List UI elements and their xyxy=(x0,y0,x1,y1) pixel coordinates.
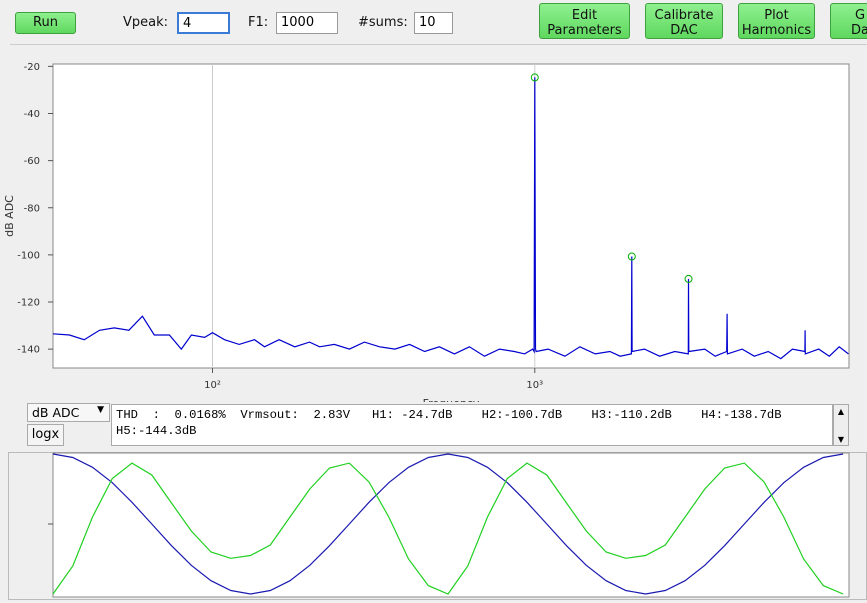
vpeak-label: Vpeak: xyxy=(123,15,169,30)
y-tick-label: -40 xyxy=(24,109,40,120)
plot-area xyxy=(52,63,850,369)
scrollbar[interactable]: ▲ ▼ xyxy=(833,404,849,446)
status-text: THD : 0.0168% Vrmsout: 2.83V H1: -24.7dB… xyxy=(111,404,833,446)
data-line xyxy=(52,77,849,360)
button-text: Parameters xyxy=(547,23,622,38)
y-tick-label: -80 xyxy=(24,203,40,214)
f1-label: F1: xyxy=(248,15,269,30)
harmonic-marker xyxy=(684,274,693,283)
button-text: Plot xyxy=(764,8,789,23)
harmonic-marker xyxy=(627,252,636,261)
unit-select[interactable]: dB ADC ▼ xyxy=(27,403,110,422)
y-tick-label: -20 xyxy=(24,62,40,73)
x-tick-label: 10² xyxy=(204,380,221,391)
spectrum-panel xyxy=(10,44,867,401)
data-line xyxy=(52,462,844,595)
harmonic-marker xyxy=(530,73,539,82)
f1-input[interactable]: 1000 xyxy=(276,12,338,34)
sums-label: #sums: xyxy=(358,15,408,30)
toolbar-button[interactable]: Calibrate DAC xyxy=(645,3,723,39)
y-axis-label: dB ADC xyxy=(3,195,16,237)
run-button[interactable]: Run xyxy=(15,12,76,34)
button-text: Calibrate xyxy=(654,8,714,23)
button-text: G xyxy=(854,8,866,23)
unit-select-text: dB ADC xyxy=(32,405,80,420)
status-line: H5:-144.3dB xyxy=(116,424,197,438)
plot-area xyxy=(52,452,850,598)
button-text: Edit xyxy=(571,8,598,23)
button-text: Da xyxy=(851,23,867,38)
dropdown-arrow: ▼ xyxy=(97,405,104,415)
vpeak-input[interactable]: 4 xyxy=(177,12,230,34)
y-tick-label: -100 xyxy=(17,250,40,261)
button-text: DAC xyxy=(670,23,698,38)
sums-input[interactable]: 10 xyxy=(414,12,453,34)
x-tick-label: 10³ xyxy=(526,380,543,391)
logx-button[interactable]: logx xyxy=(27,424,64,446)
spectrum-chart: 10² 10³ -20 -40 -60 -80 -100 -120 -140 Frequency d… xyxy=(3,62,850,402)
button-text: Harmonics xyxy=(741,23,812,38)
toolbar-button[interactable]: Edit Parameters xyxy=(539,3,630,39)
toolbar-button[interactable]: GDa xyxy=(830,3,867,39)
toolbar-button[interactable]: Plot Harmonics xyxy=(738,3,815,39)
y-tick-label: -120 xyxy=(17,298,40,309)
y-tick-label: -140 xyxy=(17,345,40,356)
x-axis-label: Frequency xyxy=(423,397,480,402)
data-line xyxy=(52,453,844,595)
status-line: THD : 0.0168% Vrmsout: 2.83V H1: -24.7dB… xyxy=(116,408,782,422)
waveform-chart xyxy=(48,452,850,598)
y-tick-label: -60 xyxy=(24,156,40,167)
